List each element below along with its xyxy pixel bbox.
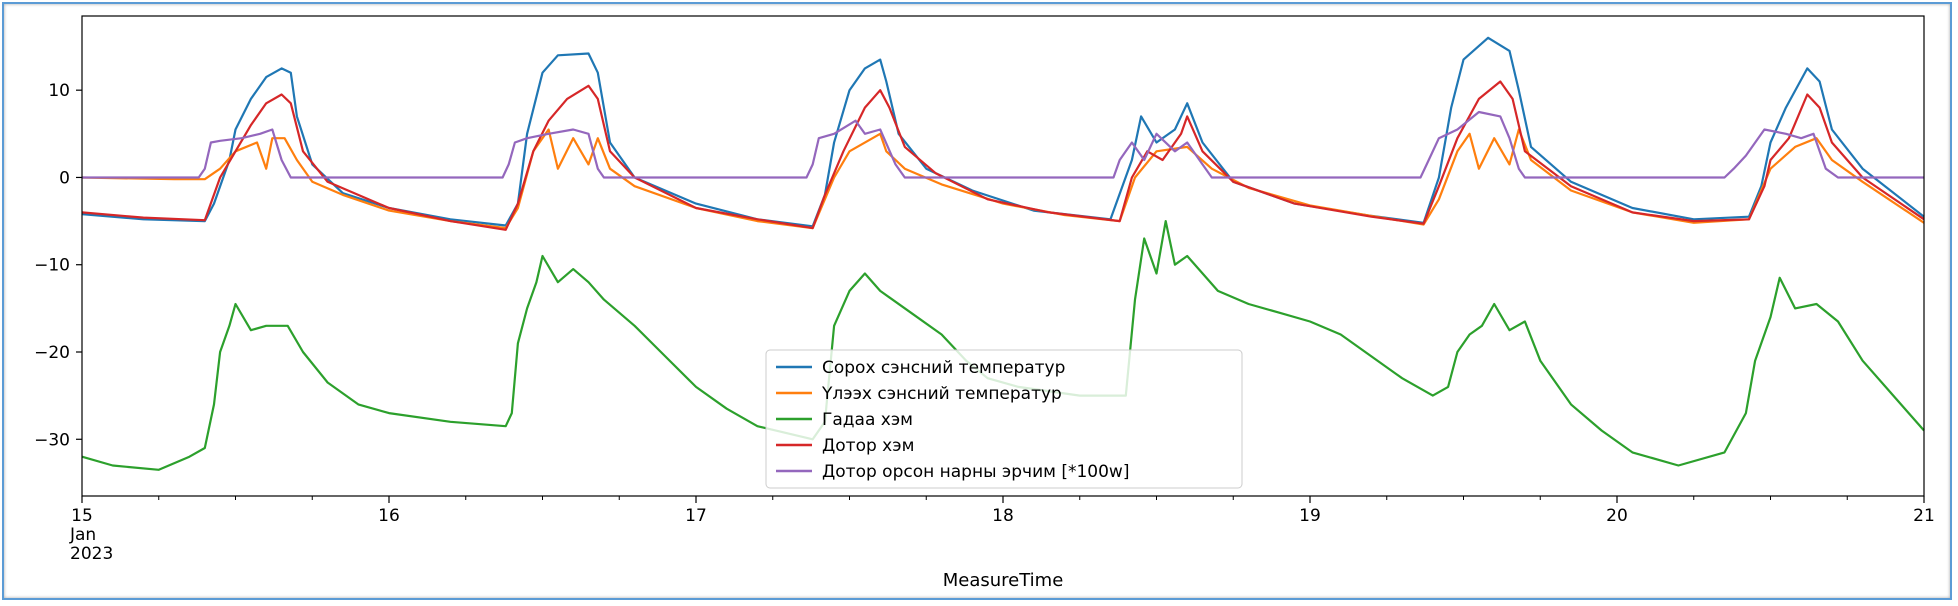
x-axis-label: MeasureTime <box>943 570 1064 591</box>
legend-entry: Сорох сэнсний температур <box>822 358 1065 378</box>
series-line-4 <box>81 80 1925 231</box>
y-tick-label: −30 <box>34 430 70 450</box>
x-sub-label: Jan <box>69 525 96 545</box>
legend-entry: Дотор орсон нарны эрчим [*100w] <box>822 462 1129 482</box>
y-tick-label: −10 <box>34 256 70 276</box>
y-tick-label: 0 <box>59 168 70 188</box>
x-tick-label: 18 <box>992 506 1014 526</box>
x-tick-label: 19 <box>1299 506 1321 526</box>
y-tick-label: −20 <box>34 343 70 363</box>
legend-entry: Үлээх сэнсний температур <box>821 384 1062 404</box>
series-line-1 <box>81 36 1925 228</box>
x-tick-label: 17 <box>685 506 707 526</box>
series-line-5 <box>82 110 1924 179</box>
x-tick-label: 21 <box>1913 506 1935 526</box>
x-tick-label: 15 <box>71 506 93 526</box>
legend-entry: Гадаа хэм <box>822 410 913 430</box>
y-tick-label: 10 <box>48 81 70 101</box>
plot-area <box>81 36 1925 471</box>
legend-box <box>765 349 1243 489</box>
series-line-2 <box>81 128 1925 230</box>
legend: Сорох сэнсний температур Үлээх сэнсний те… <box>765 349 1243 489</box>
legend-entry: Дотор хэм <box>822 436 914 456</box>
x-sub-label: 2023 <box>70 544 113 564</box>
x-tick-label: 16 <box>378 506 400 526</box>
x-tick-label: 20 <box>1606 506 1628 526</box>
